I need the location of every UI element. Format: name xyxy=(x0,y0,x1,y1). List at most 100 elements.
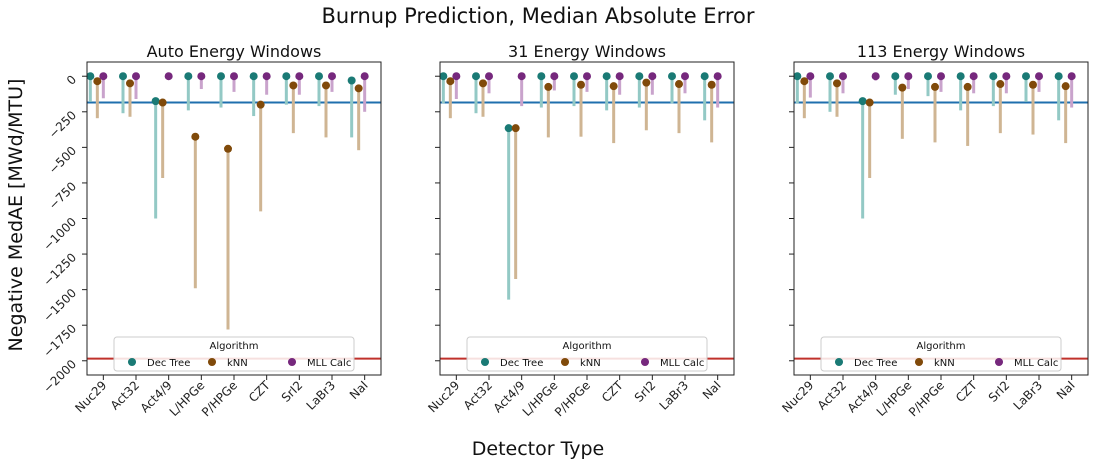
legend-entry-label: MLL Calc xyxy=(1014,358,1058,369)
data-point xyxy=(315,72,323,81)
figure-xlabel: Detector Type xyxy=(472,438,604,460)
panel-title: Auto Energy Windows xyxy=(147,42,322,61)
figure-ylabel: Negative MedAE [MWd/MTU] xyxy=(5,79,27,352)
data-point xyxy=(511,124,520,133)
data-point xyxy=(224,144,232,153)
figure-title: Burnup Prediction, Median Absolute Error xyxy=(322,4,755,28)
legend-swatch-marker xyxy=(915,358,923,366)
data-point xyxy=(707,80,716,89)
y-tick-label: −1250 xyxy=(41,250,80,289)
legend-entry-label: MLL Calc xyxy=(660,358,704,369)
legend: Algorithm Dec Tree kNN MLL Calc xyxy=(820,336,1062,372)
data-point xyxy=(354,84,363,93)
x-tick-label: Act32 xyxy=(108,378,142,412)
legend-swatch-marker xyxy=(641,358,649,366)
panel-1: Auto Energy Windows 0 −250−500−750−1000−12… xyxy=(41,42,382,419)
data-point xyxy=(322,81,330,90)
data-point xyxy=(1029,80,1037,89)
data-point xyxy=(93,77,102,86)
x-tick-label: NaI xyxy=(347,378,371,402)
x-tick-label: NaI xyxy=(1054,378,1078,402)
legend-title: Algorithm xyxy=(563,341,612,352)
data-point xyxy=(648,72,657,81)
legend-title: Algorithm xyxy=(917,341,966,352)
x-tick-label: SrI2 xyxy=(986,378,1013,405)
data-point xyxy=(347,76,356,85)
data-point xyxy=(1035,72,1043,81)
legend-entry-label: MLL Calc xyxy=(307,358,351,369)
data-point xyxy=(963,82,972,91)
data-point xyxy=(898,83,907,92)
x-tick-label: Nuc29 xyxy=(72,378,109,415)
x-tick-label: CZT xyxy=(953,378,980,405)
y-tick-label: −500 xyxy=(46,144,79,177)
data-point xyxy=(230,72,238,81)
data-point xyxy=(924,72,932,81)
data-point xyxy=(164,72,173,81)
data-point xyxy=(609,82,618,91)
data-point xyxy=(577,80,585,89)
data-point xyxy=(871,72,880,81)
legend-entry-label: Dec Tree xyxy=(147,358,190,369)
data-point xyxy=(446,77,455,86)
data-point xyxy=(86,72,95,81)
x-tick-label: Act32 xyxy=(815,378,849,412)
data-point xyxy=(1067,72,1076,81)
y-tick-label: −250 xyxy=(46,108,79,141)
data-point xyxy=(184,72,193,81)
data-point xyxy=(865,98,874,107)
x-tick-label: CZT xyxy=(599,378,626,405)
data-point xyxy=(517,72,526,81)
data-point xyxy=(197,72,206,81)
data-point xyxy=(713,72,722,81)
data-point xyxy=(570,72,578,81)
y-tick-label: 0 xyxy=(64,72,79,87)
data-point xyxy=(806,72,815,81)
data-point xyxy=(544,82,553,91)
data-point xyxy=(989,72,998,81)
data-point xyxy=(472,72,480,81)
x-tick-label: LaBr3 xyxy=(657,378,692,413)
panels: Auto Energy Windows 0 −250−500−750−1000−12… xyxy=(41,42,1089,419)
data-point xyxy=(583,72,591,81)
legend-swatch-marker xyxy=(288,358,296,366)
x-tick-label: LaBr3 xyxy=(304,378,339,413)
data-point xyxy=(996,80,1005,89)
data-point xyxy=(479,79,487,88)
data-point xyxy=(151,97,160,106)
x-tick-label: P/HPGe xyxy=(199,378,240,419)
data-point xyxy=(249,72,258,81)
panel-title: 31 Energy Windows xyxy=(508,42,666,61)
y-tick-label: −1500 xyxy=(41,286,80,325)
data-point xyxy=(839,72,847,81)
data-point xyxy=(833,79,841,88)
data-point xyxy=(119,72,127,81)
data-point xyxy=(969,72,978,81)
data-point xyxy=(191,132,200,141)
data-point xyxy=(1061,82,1070,91)
legend-swatch-marker xyxy=(128,358,136,366)
y-tick-label: −1000 xyxy=(41,215,80,254)
y-tick-label: −750 xyxy=(46,179,79,212)
data-point xyxy=(217,72,225,81)
legend-swatch-marker xyxy=(995,358,1003,366)
data-point xyxy=(282,72,291,81)
data-point xyxy=(99,72,108,81)
data-point xyxy=(295,72,304,81)
legend-title: Algorithm xyxy=(210,341,259,352)
legend-swatch-marker xyxy=(481,358,489,366)
legend-entry-label: kNN xyxy=(934,358,955,369)
data-point xyxy=(937,72,945,81)
data-point xyxy=(328,72,336,81)
x-tick-label: P/HPGe xyxy=(906,378,947,419)
legend-entry-label: Dec Tree xyxy=(854,358,897,369)
data-point xyxy=(439,72,448,81)
data-point xyxy=(793,72,802,81)
data-point xyxy=(668,72,676,81)
data-point xyxy=(904,72,913,81)
data-point xyxy=(289,81,298,90)
data-point xyxy=(681,72,689,81)
data-point xyxy=(615,72,624,81)
